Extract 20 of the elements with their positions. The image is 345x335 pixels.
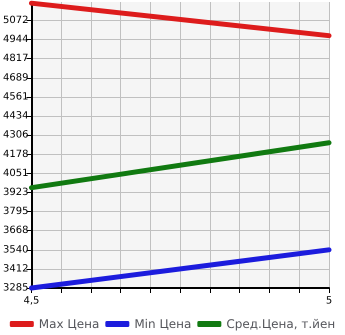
legend-label: Сред.Цена, т.йен: [226, 317, 336, 331]
y-tick-label: 3923: [2, 186, 28, 198]
y-tick-label: 4178: [2, 148, 28, 160]
x-tick-label: 5: [326, 296, 332, 306]
y-tick-label: 4689: [2, 72, 28, 84]
y-tick-label: 3285: [2, 282, 28, 294]
y-tick-label: 4817: [2, 53, 28, 64]
y-tick-label: 3668: [2, 225, 28, 236]
y-tick-label: 3412: [2, 263, 28, 274]
y-tick-label: 4051: [2, 168, 28, 179]
y-tick-label: 3795: [2, 206, 28, 218]
y-tick-label: 5072: [2, 14, 28, 26]
legend-label: Max Цена: [38, 317, 100, 331]
y-tick-label: 4434: [2, 110, 28, 122]
x-tick-label: 4,5: [23, 296, 40, 306]
y-tick-label: 3540: [2, 244, 28, 256]
y-tick-label: 4306: [2, 130, 28, 141]
y-tick-label: 4944: [2, 34, 28, 46]
legend-label: Min Цена: [134, 317, 192, 331]
y-tick-label: 4561: [2, 91, 28, 102]
